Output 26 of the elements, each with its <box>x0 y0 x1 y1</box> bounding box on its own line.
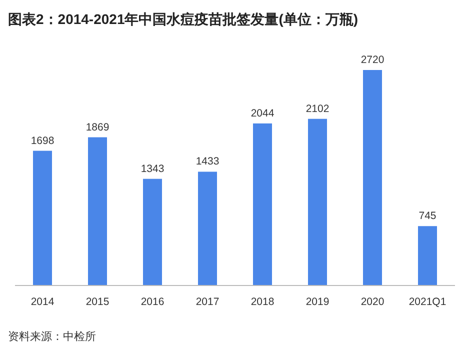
bar <box>198 172 217 285</box>
chart-title: 图表2：2014-2021年中国水痘疫苗批签发量(单位：万瓶) <box>8 11 358 27</box>
data-label: 2720 <box>360 54 384 66</box>
data-label: 1343 <box>140 162 164 175</box>
x-tick-label: 2014 <box>30 296 54 308</box>
x-tick-label: 2019 <box>306 296 330 308</box>
x-tick-label: 2018 <box>250 296 274 308</box>
bar <box>363 70 382 285</box>
data-label: 2044 <box>250 107 274 120</box>
data-label: 745 <box>418 210 436 222</box>
bar <box>143 178 162 285</box>
x-tick-label: 2021Q1 <box>408 296 446 308</box>
data-label: 1698 <box>30 134 54 147</box>
x-tick-label: 2020 <box>360 296 384 308</box>
x-tick-label: 2015 <box>86 296 110 308</box>
text: 资料来源：中检所 <box>8 330 96 343</box>
bar <box>253 123 272 285</box>
bar <box>33 150 52 285</box>
bar <box>418 226 437 285</box>
data-label: 1433 <box>196 156 220 168</box>
data-label: 2102 <box>306 102 330 115</box>
x-tick-label: 2016 <box>140 296 164 308</box>
bar <box>88 137 107 285</box>
data-label: 1869 <box>86 121 110 134</box>
bar <box>308 118 327 285</box>
x-tick-label: 2017 <box>196 296 220 308</box>
